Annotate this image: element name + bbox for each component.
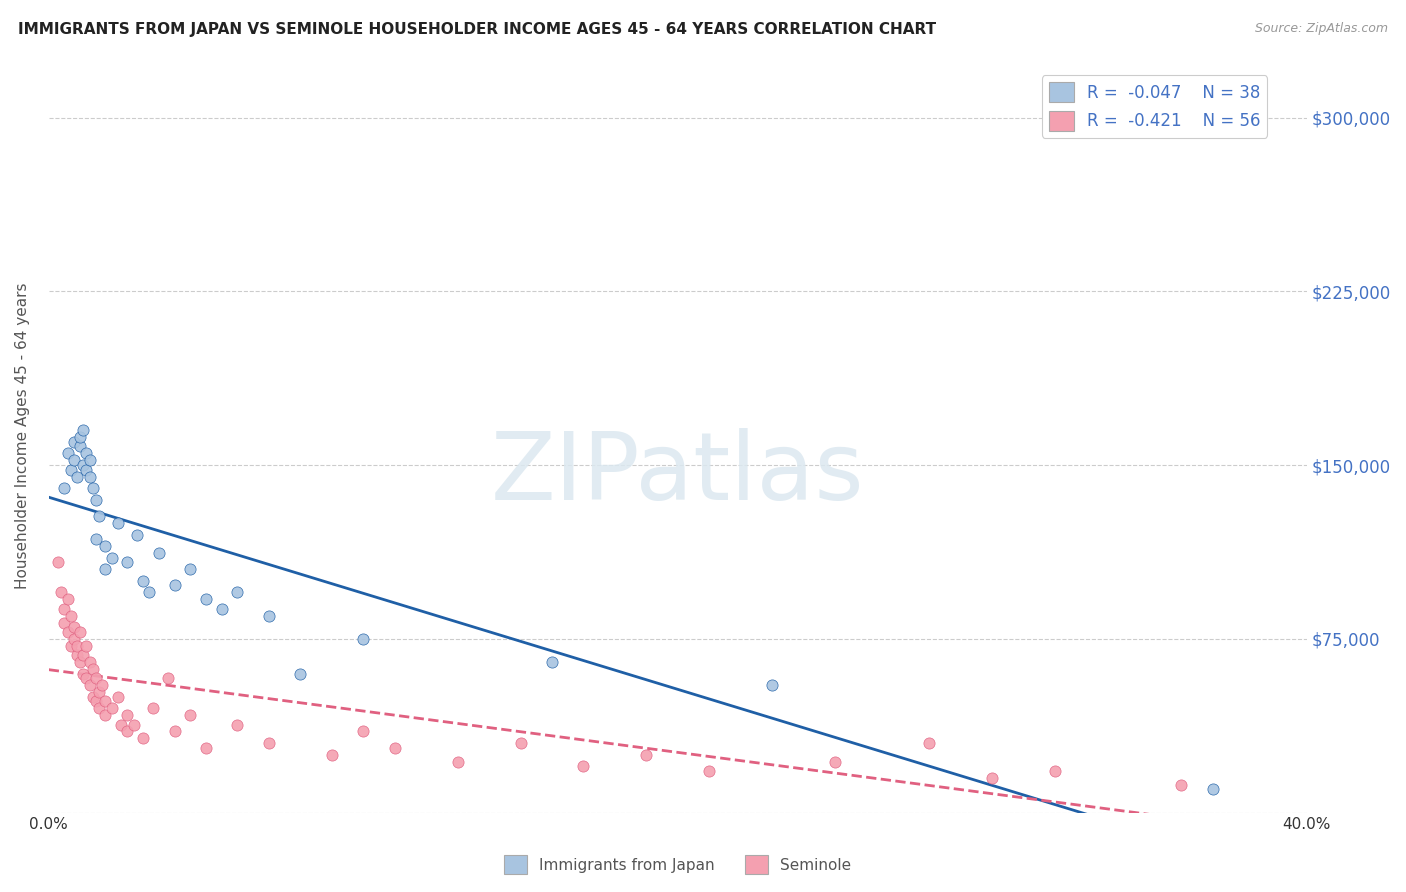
- Point: [66, 639, 89, 653]
- Point: [321, 747, 343, 762]
- Text: Source: ZipAtlas.com: Source: ZipAtlas.com: [1254, 22, 1388, 36]
- Point: [79, 453, 101, 467]
- Point: [138, 585, 160, 599]
- Point: [132, 574, 155, 588]
- Legend: Immigrants from Japan, Seminole: Immigrants from Japan, Seminole: [498, 849, 858, 880]
- Point: [84, 532, 107, 546]
- Point: [59, 463, 82, 477]
- Point: [46, 555, 69, 569]
- Point: [76, 446, 98, 460]
- Point: [63, 453, 86, 467]
- Point: [107, 690, 129, 704]
- Point: [51, 585, 73, 599]
- Point: [72, 423, 94, 437]
- Point: [211, 601, 233, 615]
- Point: [636, 747, 658, 762]
- Point: [53, 601, 76, 615]
- Point: [290, 666, 312, 681]
- Point: [66, 469, 89, 483]
- Point: [63, 434, 86, 449]
- Point: [122, 717, 145, 731]
- Point: [53, 615, 76, 630]
- Text: IMMIGRANTS FROM JAPAN VS SEMINOLE HOUSEHOLDER INCOME AGES 45 - 64 YEARS CORRELAT: IMMIGRANTS FROM JAPAN VS SEMINOLE HOUSEH…: [18, 22, 936, 37]
- Point: [195, 592, 218, 607]
- Point: [59, 608, 82, 623]
- Point: [72, 458, 94, 472]
- Point: [76, 671, 98, 685]
- Point: [918, 736, 941, 750]
- Point: [226, 585, 249, 599]
- Point: [125, 527, 148, 541]
- Point: [157, 671, 180, 685]
- Point: [981, 771, 1004, 785]
- Point: [79, 469, 101, 483]
- Point: [69, 440, 91, 454]
- Point: [163, 724, 186, 739]
- Point: [87, 685, 110, 699]
- Point: [132, 731, 155, 746]
- Point: [541, 655, 564, 669]
- Point: [163, 578, 186, 592]
- Point: [257, 736, 280, 750]
- Point: [226, 717, 249, 731]
- Point: [509, 736, 531, 750]
- Point: [56, 592, 79, 607]
- Point: [59, 639, 82, 653]
- Point: [148, 546, 170, 560]
- Point: [56, 624, 79, 639]
- Point: [94, 708, 117, 723]
- Point: [87, 701, 110, 715]
- Point: [84, 694, 107, 708]
- Point: [179, 708, 201, 723]
- Point: [1201, 782, 1223, 797]
- Point: [117, 555, 139, 569]
- Point: [72, 648, 94, 662]
- Point: [352, 632, 374, 646]
- Point: [195, 740, 218, 755]
- Point: [1170, 778, 1192, 792]
- Point: [84, 671, 107, 685]
- Point: [179, 562, 201, 576]
- Point: [76, 639, 98, 653]
- Point: [82, 662, 104, 676]
- Point: [69, 624, 91, 639]
- Point: [94, 539, 117, 553]
- Point: [79, 655, 101, 669]
- Point: [697, 764, 720, 778]
- Text: ZIPatlas: ZIPatlas: [491, 428, 865, 520]
- Point: [79, 678, 101, 692]
- Point: [572, 759, 595, 773]
- Point: [82, 690, 104, 704]
- Point: [257, 608, 280, 623]
- Point: [100, 701, 122, 715]
- Point: [94, 694, 117, 708]
- Point: [107, 516, 129, 530]
- Point: [824, 755, 846, 769]
- Point: [66, 648, 89, 662]
- Point: [761, 678, 783, 692]
- Point: [1045, 764, 1067, 778]
- Point: [91, 678, 114, 692]
- Point: [72, 666, 94, 681]
- Point: [352, 724, 374, 739]
- Point: [63, 620, 86, 634]
- Point: [69, 655, 91, 669]
- Point: [446, 755, 468, 769]
- Point: [117, 708, 139, 723]
- Point: [76, 463, 98, 477]
- Point: [87, 508, 110, 523]
- Point: [84, 492, 107, 507]
- Point: [110, 717, 132, 731]
- Point: [56, 446, 79, 460]
- Point: [94, 562, 117, 576]
- Point: [117, 724, 139, 739]
- Point: [63, 632, 86, 646]
- Point: [53, 481, 76, 495]
- Point: [100, 550, 122, 565]
- Point: [384, 740, 406, 755]
- Point: [141, 701, 163, 715]
- Y-axis label: Householder Income Ages 45 - 64 years: Householder Income Ages 45 - 64 years: [15, 283, 30, 590]
- Point: [69, 430, 91, 444]
- Point: [82, 481, 104, 495]
